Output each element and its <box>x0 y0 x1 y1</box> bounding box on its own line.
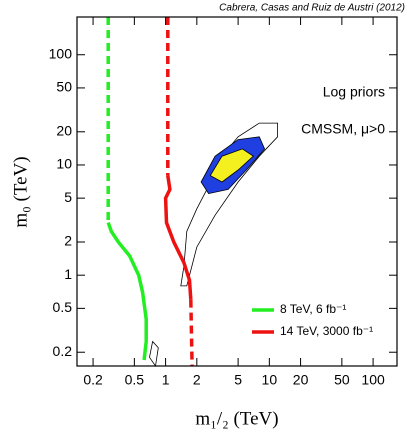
x-tick-label: 0.2 <box>83 372 103 388</box>
series-line <box>189 299 194 367</box>
x-tick-label: 0.5 <box>125 372 145 388</box>
annotation: Log priors <box>323 84 385 100</box>
contour <box>209 148 254 183</box>
y-axis-label: m₀ (TeV) <box>10 156 31 227</box>
legend-label: 14 TeV, 3000 fb⁻¹ <box>280 324 373 338</box>
y-tick-label: 0.2 <box>53 343 73 359</box>
credit-note: Cabrera, Casas and Ruiz de Austri (2012) <box>219 3 405 14</box>
y-tick-label: 10 <box>56 156 72 172</box>
x-tick-label: 20 <box>293 372 309 388</box>
series-line <box>106 222 148 361</box>
x-tick-label: 10 <box>262 372 278 388</box>
annotation: CMSSM, μ>0 <box>301 121 385 137</box>
y-tick-label: 50 <box>56 79 72 95</box>
y-tick-label: 1 <box>64 266 72 282</box>
x-axis-label: m₁/₂ (TeV) <box>195 408 278 429</box>
contour <box>149 340 159 368</box>
x-tick-label: 100 <box>361 372 385 388</box>
series-line <box>163 175 193 300</box>
plot-frame <box>76 16 398 367</box>
y-tick-label: 100 <box>49 45 73 61</box>
x-tick-label: 50 <box>334 372 350 388</box>
legend-label: 8 TeV, 6 fb⁻¹ <box>280 302 346 316</box>
contour <box>180 122 278 287</box>
x-tick-label: 2 <box>193 372 201 388</box>
y-tick-label: 20 <box>56 122 72 138</box>
y-tick-label: 0.5 <box>53 299 73 315</box>
y-tick-label: 5 <box>64 189 72 205</box>
y-tick-label: 2 <box>64 233 72 249</box>
x-tick-label: 1 <box>162 372 170 388</box>
x-tick-label: 5 <box>234 372 242 388</box>
